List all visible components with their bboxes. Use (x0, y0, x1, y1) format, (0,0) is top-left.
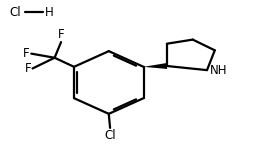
Text: H: H (45, 6, 54, 19)
Polygon shape (143, 63, 167, 69)
Text: Cl: Cl (9, 6, 21, 19)
Text: F: F (23, 47, 30, 60)
Text: F: F (58, 28, 64, 41)
Text: Cl: Cl (104, 129, 116, 142)
Text: F: F (25, 62, 31, 75)
Text: NH: NH (210, 65, 227, 77)
